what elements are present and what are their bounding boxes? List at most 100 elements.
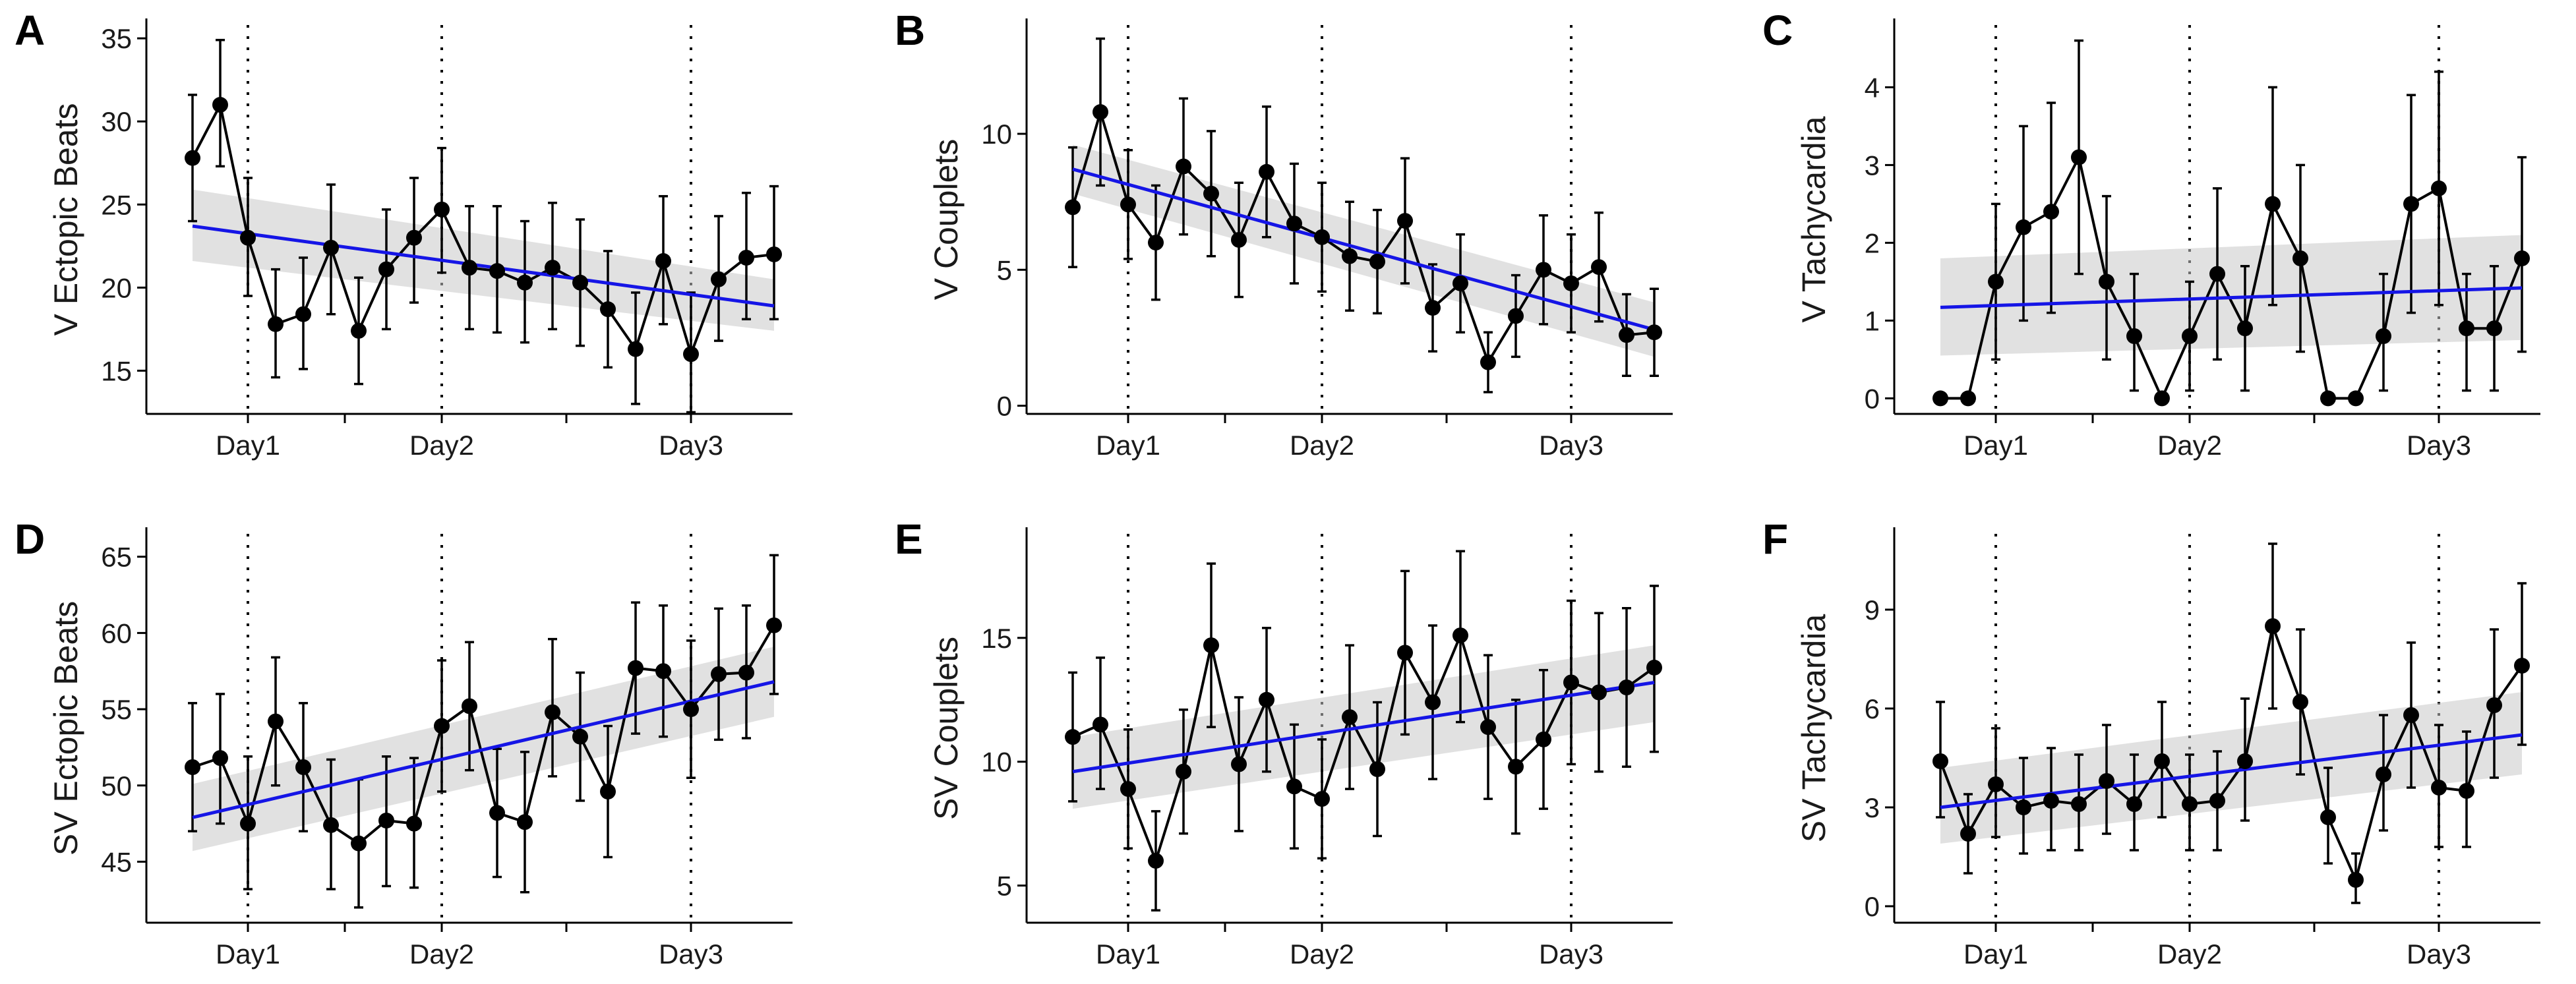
y-axis-label-f: SV Tachycardia [1795,614,1832,843]
data-point-d [766,617,782,633]
x-tick-label-e: Day3 [1539,939,1603,970]
data-point-b [1120,196,1136,213]
data-point-b [1065,199,1081,216]
y-tick-label-d: 65 [101,542,132,573]
data-point-c [1932,390,1948,407]
data-point-d [628,660,644,676]
trend-line-c [1940,286,2523,309]
data-point-b [1646,324,1662,341]
data-point-b [1093,104,1108,121]
data-point-d [683,701,699,718]
data-point-a [268,316,284,332]
data-point-b [1203,185,1219,202]
panel-f: F SV Tachycardia 0 3 6 9 Day1 Day2 Day3 [1762,515,2540,970]
data-point-a [323,239,339,256]
data-point-d [323,817,339,833]
x-tick-label-d: Day2 [409,939,474,970]
data-point-f [2486,697,2502,713]
y-axis-label-b: V Couplets [928,139,965,301]
data-point-c [1960,390,1976,407]
y-tick-label-d: 55 [101,694,132,725]
data-point-c [2043,204,2059,220]
data-point-f [2071,796,2087,812]
x-tick-label-c: Day1 [1963,430,2028,461]
panel-e: E SV Couplets 5 10 15 Day1 Day2 Day3 [895,515,1673,970]
y-tick-label-f: 9 [1865,594,1880,625]
data-point-b [1397,213,1413,229]
data-point-c [2099,274,2114,290]
data-point-f [2265,618,2281,634]
panel-letter-d: D [15,515,45,563]
y-tick-label-f: 3 [1865,792,1880,823]
data-point-d [572,728,588,745]
data-point-f [2431,780,2447,796]
data-point-a [240,229,256,246]
data-point-b [1231,231,1247,248]
data-point-a [434,201,450,217]
data-point-a [766,246,782,262]
y-tick-label-d: 60 [101,618,132,649]
data-point-f [2182,796,2198,812]
data-point-e [1619,679,1634,695]
data-point-f [2403,707,2419,723]
data-point-b [1563,275,1579,291]
series-line-c [1940,153,2523,402]
data-point-c [2126,328,2142,344]
trend-line-d [192,680,775,819]
data-point-c [2320,390,2336,407]
data-point-d [711,666,727,682]
data-point-f [2459,783,2474,799]
y-tick-label-c: 4 [1865,72,1880,103]
data-point-b [1425,300,1441,316]
series-line-e [1072,631,1656,865]
data-point-f [2292,694,2308,710]
x-tick-label-b: Day3 [1539,430,1603,461]
data-point-e [1369,761,1385,778]
data-point-b [1591,259,1607,275]
data-point-b [1480,354,1496,370]
data-point-d [295,759,311,775]
data-point-a [545,260,560,276]
data-point-c [2459,320,2474,337]
data-point-c [2403,196,2419,212]
y-tick-label-f: 0 [1865,891,1880,922]
data-point-d [434,718,450,734]
data-point-e [1508,759,1524,775]
y-tick-label-d: 45 [101,846,132,877]
data-point-c [2348,390,2364,407]
data-point-f [2099,773,2114,789]
data-point-c [2486,320,2502,337]
data-point-c [2016,219,2031,235]
data-point-d [212,750,228,767]
data-point-d [268,713,284,730]
data-point-d [351,835,367,852]
data-point-b [1148,235,1164,251]
x-tick-label-f: Day2 [2157,939,2222,970]
data-point-f [1932,753,1948,769]
series-line-d [192,624,775,846]
y-tick-label-a: 30 [101,106,132,137]
data-point-e [1259,691,1274,708]
data-point-a [683,346,699,362]
data-point-e [1065,729,1081,745]
data-point-e [1176,763,1191,780]
data-point-b [1369,253,1385,270]
confidence-band-c [1940,235,2522,356]
data-point-a [295,306,311,322]
data-point-d [240,815,256,832]
data-point-d [655,663,671,680]
data-point-e [1093,716,1108,733]
data-point-f [2514,658,2530,674]
data-point-c [2154,390,2170,407]
panel-letter-a: A [15,7,45,54]
data-point-a [738,249,754,266]
series-line-f [1939,621,2523,884]
y-tick-label-a: 35 [101,23,132,54]
data-point-b [1508,308,1524,324]
data-point-c [2237,320,2253,337]
data-point-b [1286,216,1302,232]
data-point-a [406,229,422,246]
y-tick-label-e: 5 [997,871,1012,902]
panel-letter-e: E [895,515,923,563]
data-point-b [1342,248,1358,264]
